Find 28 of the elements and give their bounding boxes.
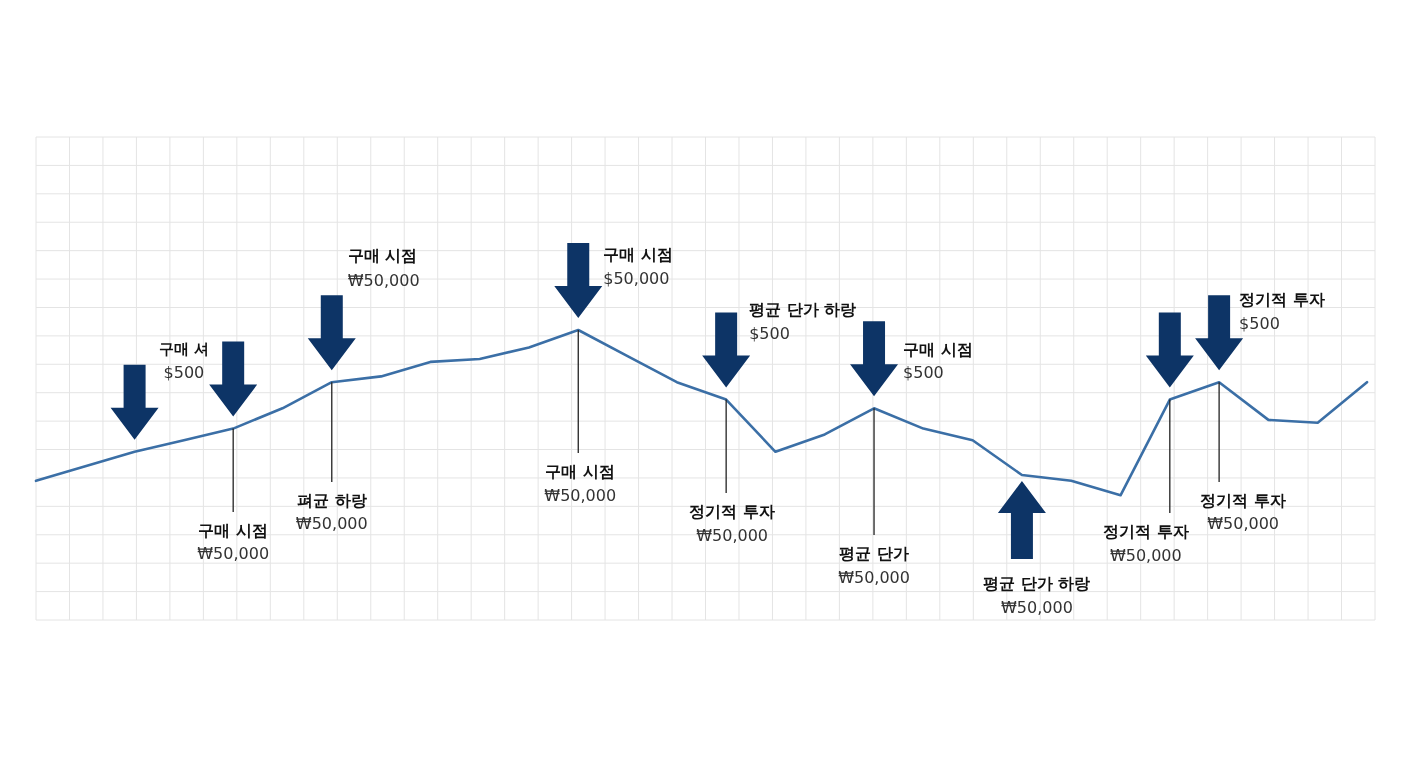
annotation: $500: [903, 363, 944, 382]
annotation: ₩50,000: [197, 544, 270, 563]
text: 정기적 투자: [1239, 290, 1325, 309]
annotation: 평균 단가 하랑: [983, 574, 1091, 593]
annotation: ₩50,000: [544, 486, 617, 505]
text: $50,000: [603, 269, 670, 288]
annotation: 정기적 투자: [689, 502, 775, 521]
annotation: ₩50,000: [1207, 514, 1280, 533]
annotation: 정기적 투자: [1200, 491, 1286, 510]
text: 평균 단가 하랑: [749, 300, 857, 319]
annotation: ₩50,000: [295, 514, 368, 533]
text: ₩50,000: [347, 271, 420, 290]
annotation: 구매 셔: [158, 340, 210, 358]
text: 구매 시점: [347, 246, 418, 265]
annotation: ₩50,000: [1001, 598, 1073, 617]
annotation: 펴균 하랑: [296, 491, 367, 510]
annotation: $500: [163, 363, 205, 382]
annotation: ₩50,000: [696, 526, 769, 545]
annotation: 평균 단가: [839, 544, 909, 563]
text: 구매 시점: [603, 245, 673, 264]
annotation: 정기적 투자: [1103, 522, 1189, 541]
annotation: $500: [749, 324, 790, 343]
annotation: $500: [1239, 314, 1280, 333]
annotation: 구매 시점: [198, 521, 268, 540]
annotation: 구매 시점: [903, 340, 973, 359]
annotation: ₩50,000: [838, 568, 910, 587]
annotation: 구매 시점: [545, 462, 616, 481]
annotation: ₩50,000: [1109, 546, 1182, 565]
